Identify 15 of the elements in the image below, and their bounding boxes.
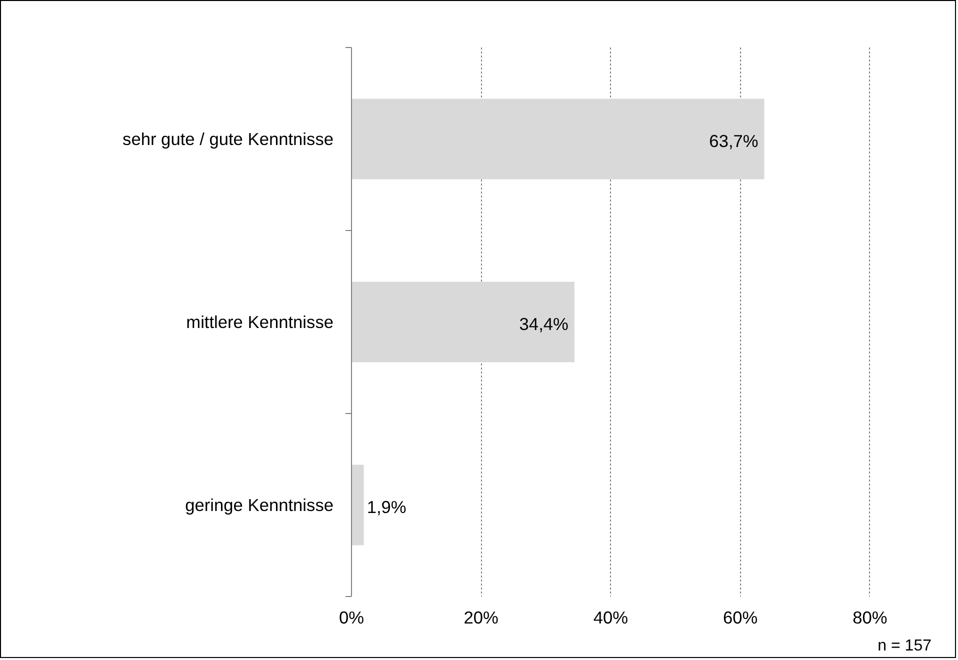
y-tick-label: sehr gute / gute Kenntnisse	[122, 129, 334, 149]
x-tick-label: 40%	[593, 608, 628, 628]
text: n = 157	[878, 638, 932, 654]
data-label: 34,4%	[519, 314, 568, 334]
bar	[352, 282, 574, 362]
x-tick-label: 20%	[464, 608, 498, 628]
x-tick-label: 0%	[338, 608, 364, 628]
x-tick-label: 80%	[852, 608, 888, 628]
y-tick-label: geringe Kenntnisse	[185, 495, 334, 515]
data-label: 63,7%	[709, 131, 758, 151]
data-label: 1,9%	[366, 497, 406, 517]
x-tick-label: 60%	[722, 608, 758, 628]
bar	[352, 464, 364, 546]
y-tick-label: mittlere Kenntnisse	[186, 312, 334, 332]
bar	[352, 98, 764, 180]
